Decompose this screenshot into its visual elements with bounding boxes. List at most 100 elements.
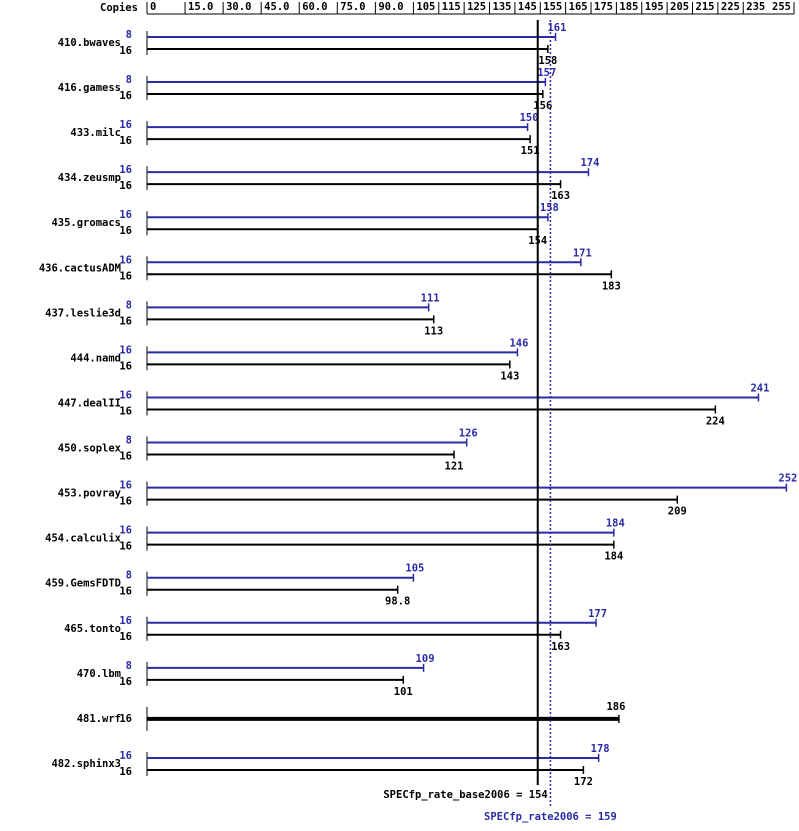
x-tick-label: 0: [150, 1, 156, 13]
copies-header: Copies: [100, 2, 138, 14]
base-value-label: 186: [606, 701, 625, 713]
peak-value-label: 184: [606, 518, 625, 530]
peak-copies: 8: [126, 570, 132, 582]
x-tick-label: 145: [518, 1, 537, 13]
peak-value-label: 241: [750, 382, 769, 394]
x-tick-label: 185: [619, 1, 638, 13]
base-value-label: 184: [604, 551, 623, 563]
peak-copies: 16: [119, 164, 132, 176]
peak-value-label: 157: [537, 67, 556, 79]
benchmark-name: 437.leslie3d: [45, 307, 121, 319]
benchmark-name: 436.cactusADM: [39, 262, 121, 274]
x-tick-label: 225: [721, 1, 740, 13]
base-copies: 16: [119, 541, 132, 553]
x-tick-label: 105: [416, 1, 435, 13]
base-copies: 16: [119, 586, 132, 598]
base-copies: 16: [119, 225, 132, 237]
x-tick-label: 15.0: [188, 1, 213, 13]
x-tick-label: 60.0: [302, 1, 327, 13]
benchmark-name: 416.gamess: [58, 82, 121, 94]
base-copies: 16: [119, 90, 132, 102]
peak-copies: 16: [119, 480, 132, 492]
peak-value-label: 111: [421, 292, 440, 304]
base-copies: 16: [119, 360, 132, 372]
peak-copies: 16: [119, 615, 132, 627]
x-tick-label: 215: [696, 1, 715, 13]
peak-value-label: 150: [520, 112, 539, 124]
benchmark-name: 459.GemsFDTD: [45, 578, 121, 590]
peak-copies: 8: [126, 74, 132, 86]
x-tick-label: 205: [670, 1, 689, 13]
base-metric-label: SPECfp_rate_base2006 = 154: [383, 789, 547, 801]
base-value-label: 183: [602, 280, 621, 292]
x-tick-label: 75.0: [340, 1, 365, 13]
peak-copies: 8: [126, 435, 132, 447]
base-value-label: 143: [500, 370, 519, 382]
base-copies: 16: [119, 713, 132, 725]
x-tick-label: 165: [569, 1, 588, 13]
base-value-label: 98.8: [385, 596, 410, 608]
peak-copies: 8: [126, 299, 132, 311]
x-tick-label: 175: [594, 1, 613, 13]
base-value-label: 156: [533, 100, 552, 112]
base-value-label: 158: [538, 55, 557, 67]
base-copies: 16: [119, 631, 132, 643]
peak-copies: 16: [119, 344, 132, 356]
benchmark-name: 444.namd: [70, 352, 121, 364]
base-value-label: 224: [706, 415, 725, 427]
base-value-label: 101: [394, 686, 413, 698]
peak-value-label: 158: [540, 202, 559, 214]
benchmark-name: 447.dealII: [58, 397, 121, 409]
x-tick-label: 45.0: [264, 1, 289, 13]
benchmark-name: 433.milc: [70, 127, 121, 139]
base-value-label: 163: [551, 190, 570, 202]
base-copies: 16: [119, 766, 132, 778]
base-copies: 16: [119, 405, 132, 417]
peak-metric-label: SPECfp_rate2006 = 159: [484, 811, 617, 823]
peak-copies: 16: [119, 525, 132, 537]
base-value-label: 113: [424, 325, 443, 337]
peak-value-label: 109: [416, 653, 435, 665]
peak-value-label: 161: [547, 22, 566, 34]
x-tick-label: 195: [645, 1, 664, 13]
peak-value-label: 174: [580, 157, 599, 169]
benchmark-name: 465.tonto: [64, 623, 121, 635]
benchmark-name: 454.calculix: [45, 533, 122, 545]
x-tick-label: 90.0: [378, 1, 403, 13]
base-copies: 16: [119, 451, 132, 463]
peak-copies: 16: [119, 750, 132, 762]
x-tick-label: 135: [493, 1, 512, 13]
base-value-label: 209: [668, 506, 687, 518]
x-tick-label: 255: [772, 1, 791, 13]
peak-value-label: 146: [509, 337, 528, 349]
peak-copies: 16: [119, 119, 132, 131]
base-value-label: 121: [445, 461, 464, 473]
x-tick-label: 155: [543, 1, 562, 13]
base-copies: 16: [119, 270, 132, 282]
benchmark-name: 470.lbm: [77, 668, 121, 680]
base-value-label: 163: [551, 641, 570, 653]
peak-value-label: 177: [588, 608, 607, 620]
base-value-label: 172: [574, 776, 593, 788]
base-copies: 16: [119, 135, 132, 147]
benchmark-name: 482.sphinx3: [51, 758, 121, 770]
base-copies: 16: [119, 45, 132, 57]
benchmark-name: 481.wrf: [77, 713, 121, 725]
peak-copies: 8: [126, 29, 132, 41]
x-tick-label: 235: [746, 1, 765, 13]
base-copies: 16: [119, 496, 132, 508]
benchmark-name: 434.zeusmp: [58, 172, 121, 184]
base-copies: 16: [119, 315, 132, 327]
x-tick-label: 30.0: [226, 1, 251, 13]
peak-value-label: 178: [591, 743, 610, 755]
base-value-label: 151: [521, 145, 540, 157]
peak-copies: 16: [119, 254, 132, 266]
peak-value-label: 252: [778, 473, 797, 485]
benchmark-name: 453.povray: [58, 488, 122, 500]
benchmark-name: 435.gromacs: [51, 217, 121, 229]
peak-value-label: 126: [459, 428, 478, 440]
x-tick-label: 125: [467, 1, 486, 13]
peak-copies: 8: [126, 660, 132, 672]
peak-copies: 16: [119, 209, 132, 221]
